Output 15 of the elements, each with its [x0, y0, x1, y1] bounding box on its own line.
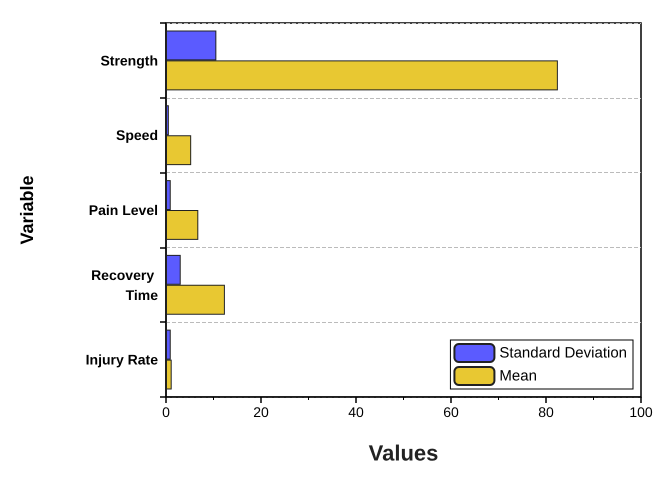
- x-tick-label: 60: [443, 404, 459, 420]
- x-tick-label: 0: [162, 404, 170, 420]
- x-tick-label: 20: [253, 404, 269, 420]
- x-tick-label: 80: [538, 404, 554, 420]
- y-axis-title: Variable: [17, 175, 37, 245]
- y-tick-label: Recovery Time: [91, 266, 158, 303]
- x-tick-label: 100: [629, 404, 653, 420]
- legend-label: Mean: [499, 368, 537, 384]
- x-tick-label: 40: [348, 404, 364, 420]
- y-tick-label: Injury Rate: [86, 352, 158, 368]
- y-tick-label: Pain Level: [88, 202, 158, 218]
- y-tick-label: Speed: [116, 127, 158, 144]
- y-tick-label: Strength: [100, 52, 158, 68]
- x-axis-title: Values: [368, 440, 438, 466]
- legend-label: Standard Deviation: [499, 344, 628, 362]
